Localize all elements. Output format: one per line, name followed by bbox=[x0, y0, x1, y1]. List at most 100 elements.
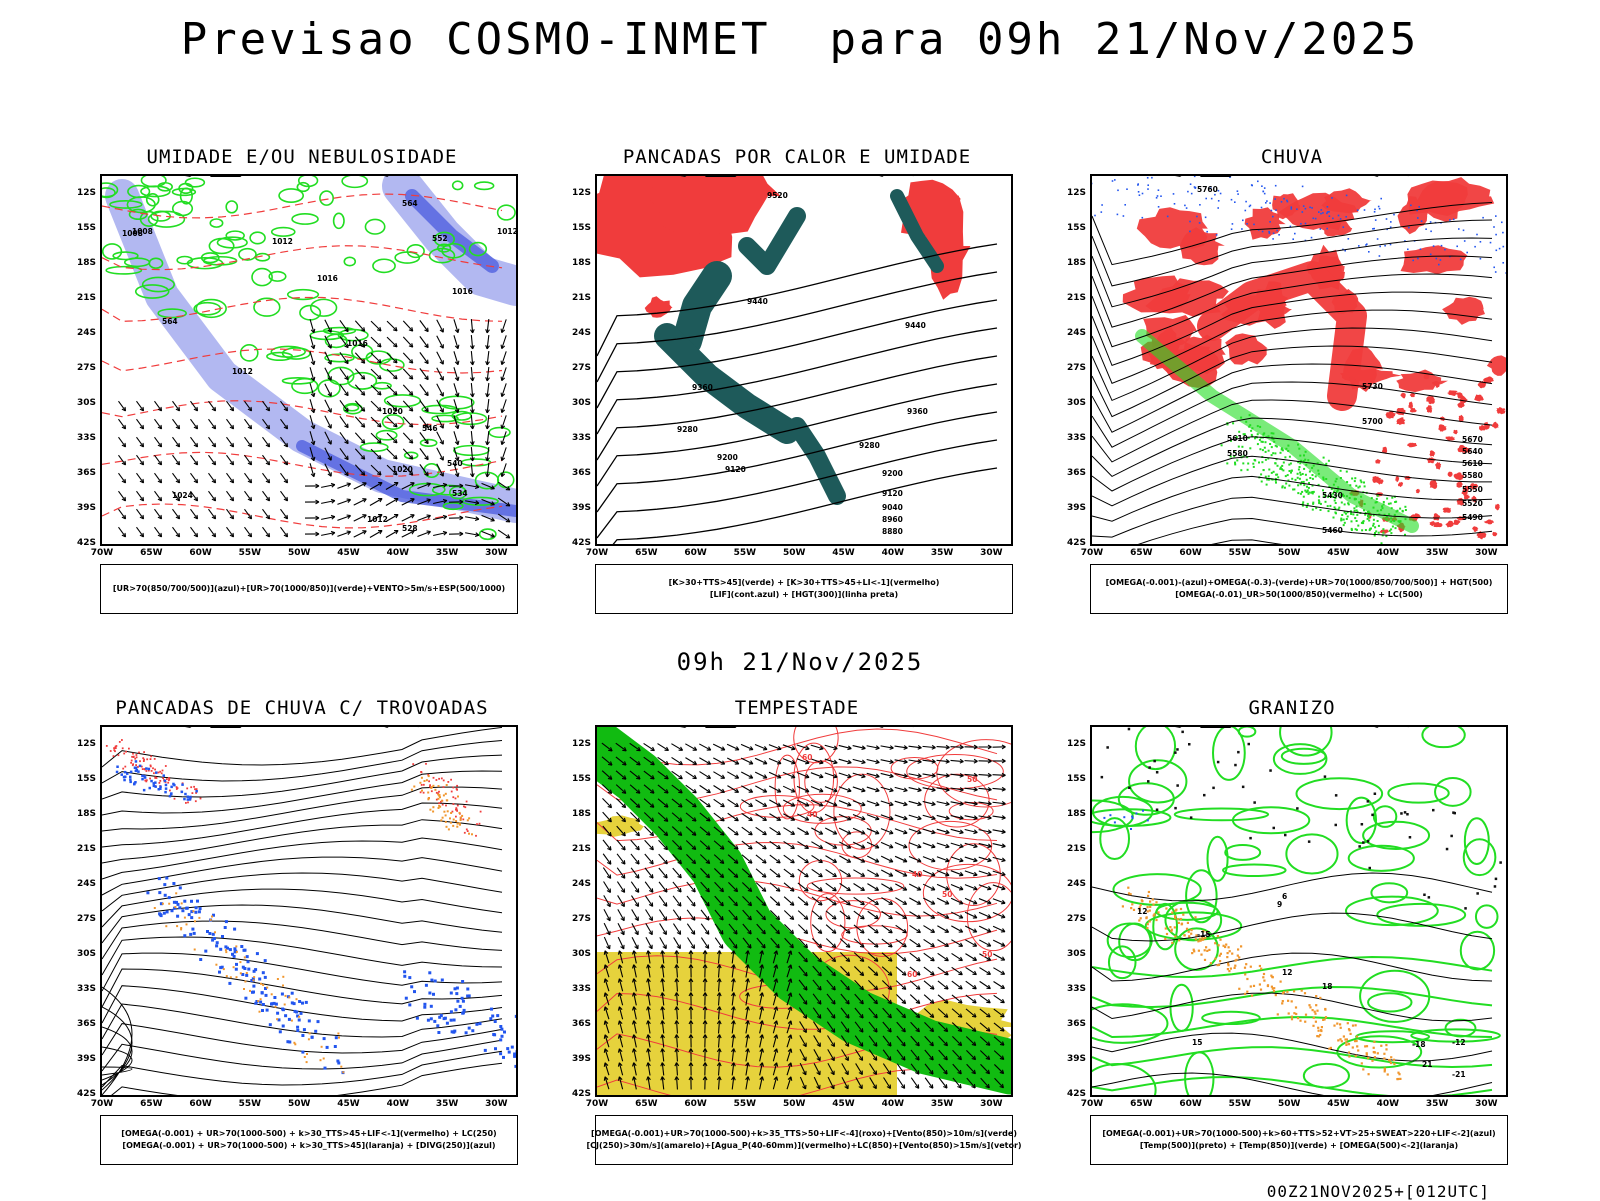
contour-label: 9360 bbox=[692, 383, 713, 392]
latitude-tick: 30S bbox=[56, 398, 96, 408]
legend-box: [OMEGA(-0.001)-(azul)+OMEGA(-0.3)-(verde… bbox=[1090, 564, 1508, 614]
panel-title: PANCADAS DE CHUVA C/ TROVOADAS bbox=[52, 697, 552, 719]
longitude-tick: 35W bbox=[427, 548, 467, 558]
latitude-tick: 42S bbox=[551, 1089, 591, 1099]
longitude-tick: 65W bbox=[131, 548, 171, 558]
longitude-tick: 55W bbox=[230, 1099, 270, 1109]
panel-title: PANCADAS POR CALOR E UMIDADE bbox=[547, 146, 1047, 168]
map-canvas: 9520944094409360936092809280920092009120… bbox=[597, 176, 1011, 544]
panel-title: CHUVA bbox=[1042, 146, 1542, 168]
latitude-tick: 21S bbox=[551, 293, 591, 303]
contour-label: 12 bbox=[1137, 907, 1147, 916]
contour-label: 1012 bbox=[232, 367, 253, 376]
contour-label: 5460 bbox=[1322, 526, 1343, 535]
latitude-tick: 21S bbox=[56, 293, 96, 303]
contour-label: 1012 bbox=[367, 515, 388, 524]
contour-label: 1016 bbox=[317, 274, 338, 283]
latitude-tick: 12S bbox=[56, 739, 96, 749]
latitude-tick: 33S bbox=[56, 984, 96, 994]
contour-label: 5700 bbox=[1362, 417, 1383, 426]
contour-label: 1024 bbox=[172, 491, 193, 500]
contour-label: 564 bbox=[402, 199, 418, 208]
contour-label: 5430 bbox=[1322, 491, 1343, 500]
contour-label: 5730 bbox=[1362, 382, 1383, 391]
latitude-tick: 42S bbox=[1046, 538, 1086, 548]
forecast-time-label: 09h 21/Nov/2025 bbox=[0, 648, 1600, 676]
forecast-map bbox=[100, 725, 518, 1097]
contour-label: 9360 bbox=[907, 407, 928, 416]
contour-label: 1020 bbox=[382, 407, 403, 416]
main-title: Previsao COSMO-INMET para 09h 21/Nov/202… bbox=[0, 14, 1600, 65]
map-canvas: 1008101210161016101210201020102410081012… bbox=[102, 176, 516, 544]
contour-label: 6 bbox=[1282, 892, 1287, 901]
latitude-tick: 36S bbox=[551, 468, 591, 478]
latitude-tick: 24S bbox=[1046, 879, 1086, 889]
longitude-tick: 70W bbox=[82, 1099, 122, 1109]
latitude-tick: 18S bbox=[1046, 258, 1086, 268]
legend-box: [UR>70(850/700/500)](azul)+[UR>70(1000/8… bbox=[100, 564, 518, 614]
latitude-tick: 42S bbox=[1046, 1089, 1086, 1099]
latitude-tick: 21S bbox=[1046, 293, 1086, 303]
contour-label: 15 bbox=[1192, 1038, 1202, 1047]
contour-label: 9200 bbox=[882, 469, 903, 478]
longitude-tick: 50W bbox=[279, 548, 319, 558]
contour-label: 534 bbox=[452, 489, 468, 498]
contour-label: 1008 bbox=[122, 229, 143, 238]
longitude-tick: 70W bbox=[82, 548, 122, 558]
contour-label: 540 bbox=[447, 459, 463, 468]
contour-label: 5550 bbox=[1462, 485, 1483, 494]
latitude-tick: 18S bbox=[551, 258, 591, 268]
contour-label: 5520 bbox=[1462, 499, 1483, 508]
legend-text: [OMEGA(-0.01)_UR>50(1000/850)(vermelho) … bbox=[1175, 589, 1423, 601]
contour-label: 5580 bbox=[1227, 449, 1248, 458]
contour-label: 5610 bbox=[1227, 434, 1248, 443]
run-info-footer: 00Z21NOV2025+[012UTC] bbox=[1267, 1182, 1490, 1201]
latitude-tick: 12S bbox=[551, 188, 591, 198]
latitude-tick: 39S bbox=[56, 1054, 96, 1064]
latitude-tick: 15S bbox=[56, 223, 96, 233]
latitude-tick: 36S bbox=[1046, 1019, 1086, 1029]
contour-label: 9280 bbox=[677, 425, 698, 434]
contour-label: 9520 bbox=[767, 191, 788, 200]
longitude-tick: 55W bbox=[230, 548, 270, 558]
longitude-tick: 60W bbox=[1171, 548, 1211, 558]
longitude-tick: 70W bbox=[1072, 548, 1112, 558]
latitude-tick: 15S bbox=[551, 774, 591, 784]
longitude-tick: 60W bbox=[676, 548, 716, 558]
latitude-tick: 33S bbox=[551, 433, 591, 443]
panel-title: GRANIZO bbox=[1042, 697, 1542, 719]
contour-label: 1012 bbox=[497, 227, 516, 236]
contour-label: 1020 bbox=[392, 465, 413, 474]
latitude-tick: 33S bbox=[551, 984, 591, 994]
latitude-tick: 30S bbox=[551, 949, 591, 959]
longitude-tick: 45W bbox=[1319, 548, 1359, 558]
latitude-tick: 30S bbox=[1046, 949, 1086, 959]
contour-label: 50 bbox=[967, 775, 977, 784]
latitude-tick: 18S bbox=[551, 809, 591, 819]
longitude-tick: 40W bbox=[873, 548, 913, 558]
latitude-tick: 15S bbox=[1046, 223, 1086, 233]
contour-label: 5760 bbox=[1197, 185, 1218, 194]
longitude-tick: 40W bbox=[1368, 548, 1408, 558]
longitude-tick: 45W bbox=[824, 548, 864, 558]
longitude-tick: 50W bbox=[279, 1099, 319, 1109]
longitude-tick: 55W bbox=[1220, 548, 1260, 558]
latitude-tick: 27S bbox=[1046, 914, 1086, 924]
latitude-tick: 18S bbox=[1046, 809, 1086, 819]
longitude-tick: 40W bbox=[378, 1099, 418, 1109]
panel-title: UMIDADE E/OU NEBULOSIDADE bbox=[52, 146, 552, 168]
contour-label: 9200 bbox=[717, 453, 738, 462]
panel-title: TEMPESTADE bbox=[547, 697, 1047, 719]
latitude-tick: 27S bbox=[551, 363, 591, 373]
longitude-tick: 60W bbox=[1171, 1099, 1211, 1109]
longitude-tick: 65W bbox=[1121, 548, 1161, 558]
contour-label: 5640 bbox=[1462, 447, 1483, 456]
contour-label: 9120 bbox=[882, 489, 903, 498]
legend-text: [CJ(250)>30m/s](amarelo)+[Agua_P(40-60mm… bbox=[586, 1140, 1021, 1152]
longitude-tick: 55W bbox=[725, 1099, 765, 1109]
latitude-tick: 30S bbox=[551, 398, 591, 408]
